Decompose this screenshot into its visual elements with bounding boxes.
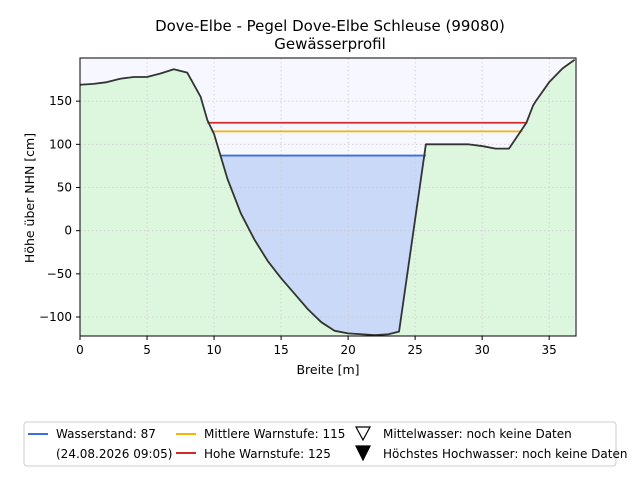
chart-subtitle: Gewässerprofil — [274, 35, 386, 53]
legend-hochwasser-triangle-icon — [355, 445, 371, 462]
legend-hochwasser-label: Höchstes Hochwasser: noch keine Daten — [383, 447, 627, 461]
x-axis-label: Breite [m] — [296, 362, 359, 377]
legend-wasserstand-label: Wasserstand: 87 — [56, 427, 156, 441]
legend: Wasserstand: 87 (24.08.2026 09:05) Mittl… — [23, 421, 627, 467]
profile-line — [79, 58, 576, 337]
legend-mittelwasser-triangle-icon — [354, 426, 372, 442]
y-tick-label: 0 — [64, 224, 72, 238]
chart-title: Dove-Elbe - Pegel Dove-Elbe Schleuse (99… — [155, 17, 505, 35]
x-tick-label: 20 — [340, 343, 355, 357]
y-tick-label: 150 — [49, 94, 72, 108]
plot-area — [80, 58, 576, 336]
x-tick-label: 15 — [273, 343, 288, 357]
legend-mittlere-label: Mittlere Warnstufe: 115 — [204, 427, 345, 441]
grid-lines — [79, 58, 576, 336]
water-area — [220, 144, 426, 336]
x-tick-label: 0 — [76, 343, 84, 357]
x-tick-label: 25 — [407, 343, 422, 357]
y-tick-label: −50 — [47, 267, 72, 281]
x-tick-label: 5 — [143, 343, 151, 357]
axes-frame — [79, 57, 577, 337]
x-tick-label: 35 — [542, 343, 557, 357]
axes: 0 5 10 15 20 25 30 35 −100 −50 0 50 100 150 — [39, 57, 577, 357]
y-axis-label: Höhe über NHN [cm] — [22, 133, 37, 263]
legend-wasserstand-date: (24.08.2026 09:05) — [56, 447, 172, 461]
legend-frame — [23, 421, 617, 467]
y-tick-label: 50 — [57, 181, 72, 195]
legend-mittelwasser-label: Mittelwasser: noch keine Daten — [383, 427, 572, 441]
y-tick-label: 100 — [49, 137, 72, 151]
data-marks — [79, 58, 576, 337]
x-tick-label: 30 — [475, 343, 490, 357]
legend-hohe-label: Hohe Warnstufe: 125 — [204, 447, 331, 461]
x-tick-label: 10 — [206, 343, 221, 357]
ground-area — [80, 59, 575, 336]
y-tick-label: −100 — [39, 310, 72, 324]
